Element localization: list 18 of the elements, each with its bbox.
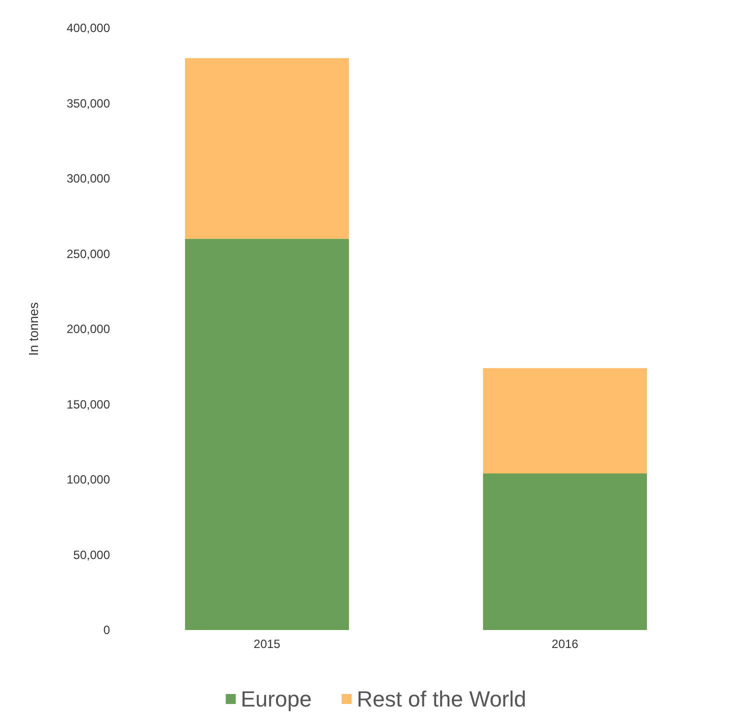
bar — [483, 473, 647, 630]
x-tick-label: 2016 — [552, 637, 579, 651]
y-tick-label: 200,000 — [66, 322, 110, 336]
y-tick-label: 150,000 — [66, 397, 110, 412]
legend-label: Rest of the World — [356, 686, 526, 712]
bar — [185, 58, 349, 239]
y-tick-label: 0 — [103, 623, 110, 637]
y-axis-title: In tonnes — [26, 302, 41, 356]
bar — [483, 368, 647, 474]
x-tick-label: 2015 — [254, 637, 281, 651]
legend-label: Europe — [240, 686, 312, 712]
y-tick-label: 400,000 — [66, 21, 110, 35]
y-tick-label: 100,000 — [66, 472, 110, 486]
y-tick-label: 250,000 — [66, 246, 110, 261]
y-tick-label: 300,000 — [66, 172, 110, 186]
y-tick-label: 350,000 — [66, 96, 110, 110]
y-tick-label: 50,000 — [73, 548, 110, 562]
bar — [185, 238, 349, 630]
